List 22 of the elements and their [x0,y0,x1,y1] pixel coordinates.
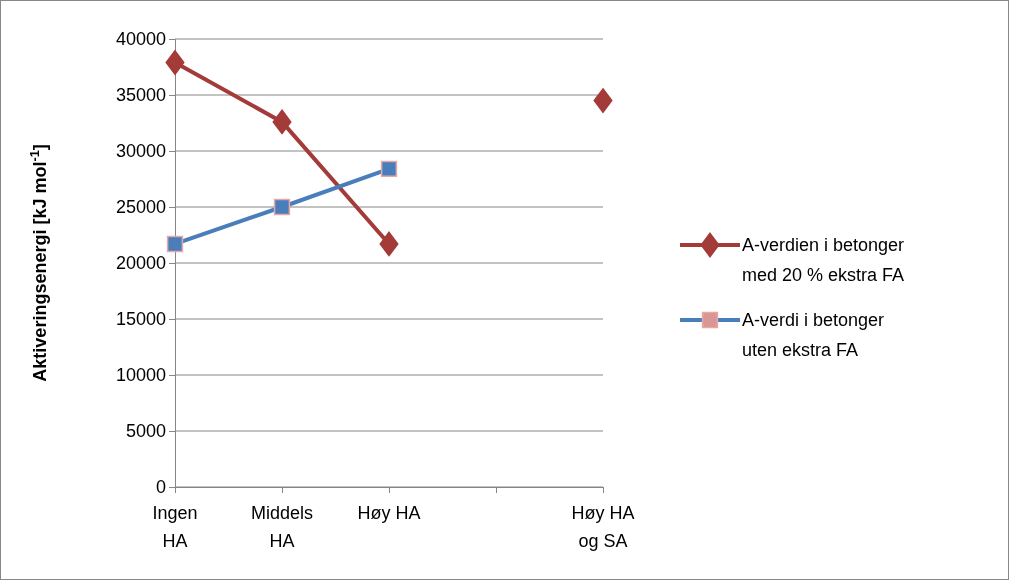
y-tick-label: 0 [155,477,166,498]
legend-label: A-verdi i betonger uten ekstra FA [742,310,885,360]
x-tick-label: Høy HA [357,503,421,523]
point [273,198,291,216]
x-tick-label: Ingen HA [152,503,198,551]
point [166,235,184,253]
point [272,109,292,135]
y-tick-label: 5000 [125,421,166,442]
x-tick-label: Middels HA [250,503,314,551]
y-tick-label: 40000 [115,29,166,50]
legend-label: A-verdien i betonger med 20 % ekstra FA [742,235,905,285]
y-tick-label: 15000 [115,309,166,330]
point [379,231,399,257]
point [165,50,185,75]
y-tick-label: 20000 [115,253,166,274]
point [593,88,613,113]
y-tick-label: 30000 [115,141,166,162]
y-tick-label: 10000 [115,365,166,386]
x-tick-label: Høy HA og SA [571,503,635,551]
y-tick-label: 25000 [115,197,166,218]
y-tick-label: 35000 [115,85,166,106]
point [380,160,398,178]
